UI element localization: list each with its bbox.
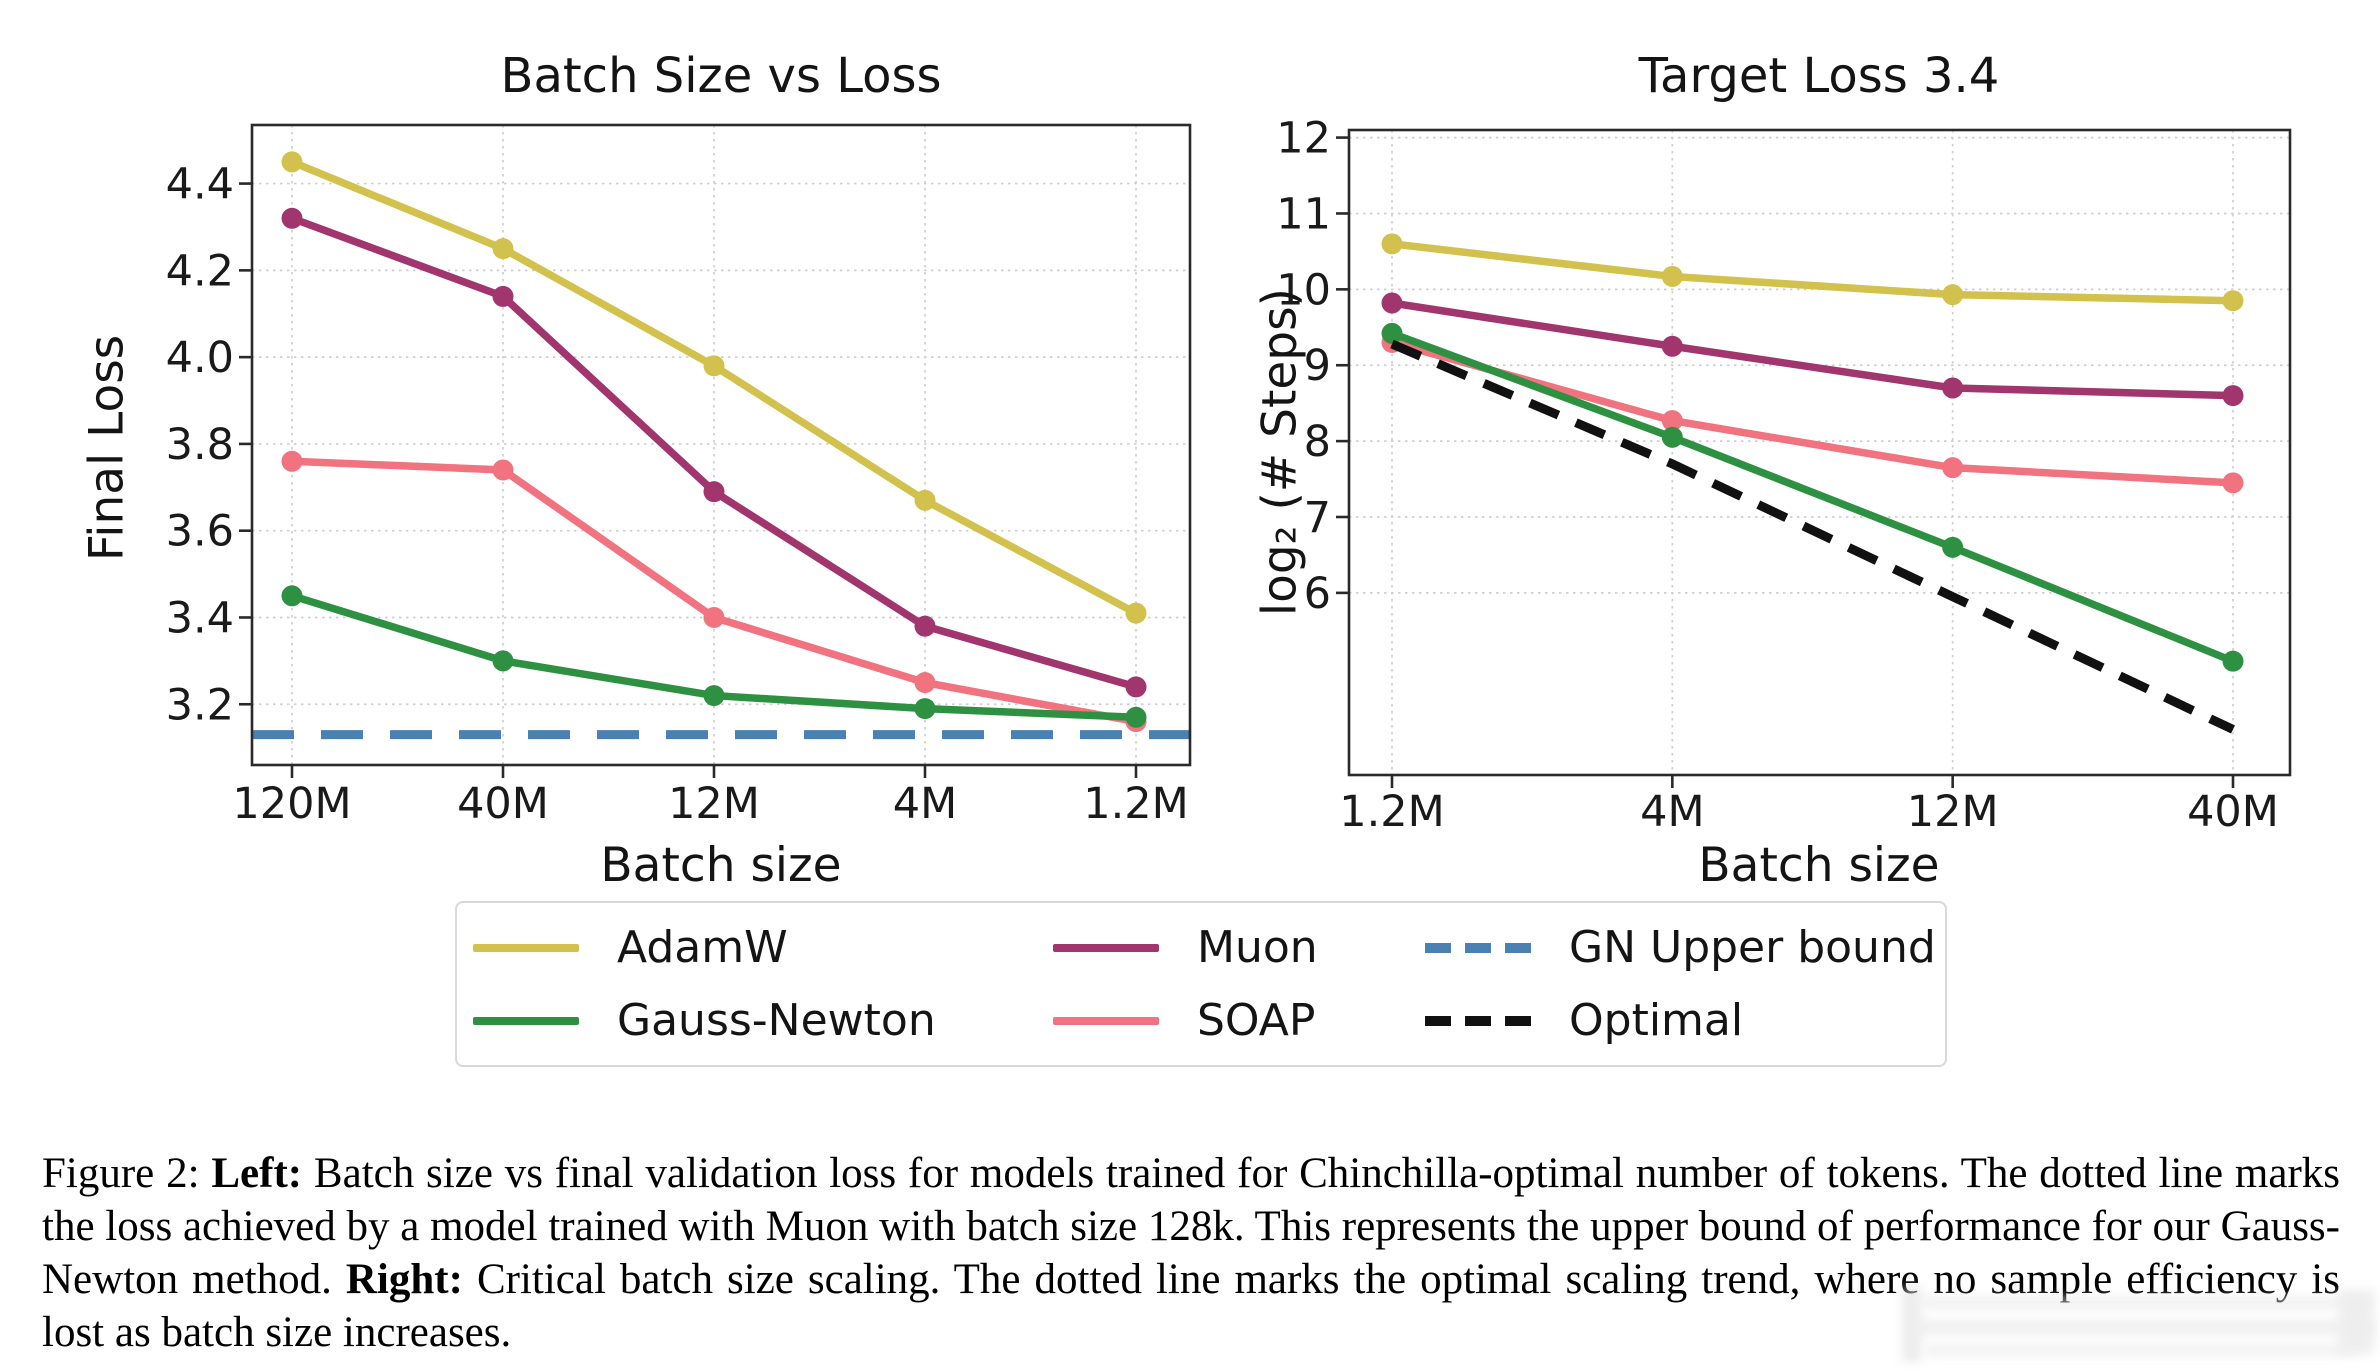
caption-left-label: Left: — [211, 1150, 303, 1197]
y-tick-label: 3.4 — [166, 593, 234, 643]
x-tick-label: 40M — [457, 779, 549, 829]
y-tick-label: 6 — [1304, 569, 1331, 619]
data-point — [1661, 335, 1683, 357]
x-tick-label: 1.2M — [1339, 787, 1444, 837]
y-tick-label: 3.8 — [166, 420, 234, 470]
muon-line-swatch — [1053, 943, 1159, 952]
data-point — [281, 151, 303, 173]
legend-item-muon: Muon — [1053, 922, 1425, 973]
data-point — [1381, 292, 1403, 314]
data-point — [1942, 377, 1964, 399]
legend-item-adamw: AdamW — [473, 922, 1053, 973]
y-tick-label: 9 — [1304, 341, 1331, 391]
data-point — [703, 685, 725, 707]
legend-item-soap: SOAP — [1053, 995, 1425, 1046]
left-chart-title: Batch Size vs Loss — [500, 48, 942, 104]
watermark-shape — [2338, 1290, 2374, 1354]
optimal-dashed-swatch — [1425, 1015, 1531, 1026]
legend-item-gauss-newton: Gauss-Newton — [473, 995, 1053, 1046]
series-line-optimal — [1390, 339, 2235, 734]
adamw-line-swatch — [473, 943, 579, 952]
figure-caption: Figure 2: Left: Batch size vs final vali… — [42, 1147, 2340, 1359]
legend-label: Muon — [1197, 922, 1318, 973]
data-point — [914, 489, 936, 511]
x-tick-label: 4M — [1640, 787, 1704, 837]
x-tick-label: 40M — [2187, 787, 2279, 837]
data-point — [703, 481, 725, 503]
data-point — [703, 355, 725, 377]
legend-label: GN Upper bound — [1569, 922, 1936, 973]
data-point — [1125, 602, 1147, 624]
right-chart-title: Target Loss 3.4 — [1638, 48, 2000, 104]
caption-text: Figure 2: — [42, 1150, 212, 1197]
left-y-axis-label: Final Loss — [79, 334, 135, 562]
x-tick-label: 120M — [232, 779, 351, 829]
data-point — [492, 238, 514, 260]
data-point — [1942, 284, 1964, 306]
right-x-axis-label: Batch size — [1698, 838, 1940, 893]
legend-label: SOAP — [1197, 995, 1316, 1046]
y-tick-label: 8 — [1304, 417, 1331, 467]
data-point — [1661, 265, 1683, 287]
plot-spines — [250, 123, 1192, 767]
data-point — [914, 698, 936, 720]
data-point — [281, 207, 303, 229]
caption-text: Batch size vs final validation loss for … — [42, 1150, 2340, 1303]
data-point — [1661, 426, 1683, 448]
y-tick-label: 12 — [1276, 114, 1331, 164]
y-tick-label: 4.2 — [166, 246, 234, 296]
data-point — [281, 450, 303, 472]
data-point — [492, 285, 514, 307]
x-tick-label: 4M — [893, 779, 957, 829]
data-point — [492, 650, 514, 672]
data-point — [1942, 536, 1964, 558]
data-point — [492, 459, 514, 481]
y-tick-label: 4.4 — [166, 160, 234, 210]
left-x-axis-label: Batch size — [600, 838, 842, 893]
right-y-axis-label: log₂ (# Steps) — [1252, 288, 1308, 616]
data-point — [1125, 676, 1147, 698]
series-line-adamw — [1391, 240, 2234, 305]
y-tick-label: 7 — [1304, 493, 1331, 543]
data-point — [2222, 472, 2244, 494]
series-line-gauss-newton — [1390, 329, 2235, 665]
gauss-newton-line-swatch — [473, 1016, 579, 1025]
legend-label: AdamW — [617, 922, 788, 973]
series-line-muon — [1391, 299, 2234, 400]
data-point — [1661, 410, 1683, 432]
plot-spines — [1347, 128, 2292, 777]
data-point — [2222, 650, 2244, 672]
y-tick-label: 4.0 — [166, 333, 234, 383]
x-tick-label: 12M — [1907, 787, 1999, 837]
gn-upper-bound-dashed-swatch — [1425, 942, 1531, 953]
y-tick-label: 3.6 — [166, 507, 234, 557]
data-point — [1381, 233, 1403, 255]
data-point — [1381, 322, 1403, 344]
caption-text: Critical batch size scaling. The dotted … — [42, 1256, 2340, 1356]
y-tick-label: 3.2 — [166, 680, 234, 730]
legend-item-optimal: Optimal — [1425, 995, 1936, 1046]
data-point — [281, 585, 303, 607]
y-tick-label: 11 — [1276, 189, 1331, 239]
legend-item-gn-upper-bound: GN Upper bound — [1425, 922, 1936, 973]
soap-line-swatch — [1053, 1016, 1159, 1025]
legend: AdamW Muon GN Upper bound Gauss-Newton S… — [455, 901, 1947, 1067]
data-point — [1942, 457, 1964, 479]
data-point — [1125, 706, 1147, 728]
charts-canvas: 3.2 3.4 3.6 3.8 4.0 4.2 4.4 120M 40M 12M 4M 1.2M 6 7 8… — [166, 114, 2292, 837]
y-tick-label: 10 — [1276, 265, 1331, 315]
data-point — [2222, 290, 2244, 312]
caption-right-label: Right: — [345, 1256, 463, 1303]
data-point — [914, 672, 936, 694]
x-tick-label: 1.2M — [1083, 779, 1188, 829]
x-tick-label: 12M — [668, 779, 760, 829]
data-point — [914, 615, 936, 637]
data-point — [703, 606, 725, 628]
legend-label: Optimal — [1569, 995, 1744, 1046]
data-point — [2222, 385, 2244, 407]
legend-label: Gauss-Newton — [617, 995, 936, 1046]
